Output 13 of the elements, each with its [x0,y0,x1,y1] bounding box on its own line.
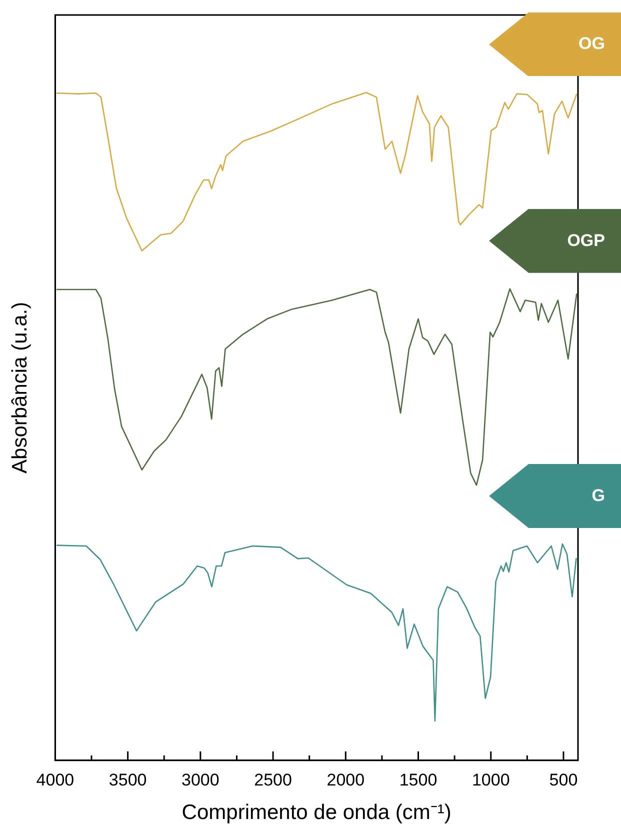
name-tag: G [489,464,621,528]
x-tick-label: 3500 [108,770,147,790]
x-tick-label: 1500 [399,770,438,790]
name-tag: OG [489,12,621,76]
x-tick-label: 2500 [254,770,292,790]
x-tick-label: 500 [549,770,578,790]
name-tag: OGP [489,208,621,273]
x-tick-label: 4000 [36,770,74,790]
x-tick-label: 3000 [182,770,220,790]
x-axis-title: Comprimento de onda (cm⁻¹) [182,801,452,824]
x-tick-label: 2000 [326,770,365,790]
y-axis-title: Absorbância (u.a.) [8,302,32,474]
x-tick-label: 1000 [472,770,510,790]
